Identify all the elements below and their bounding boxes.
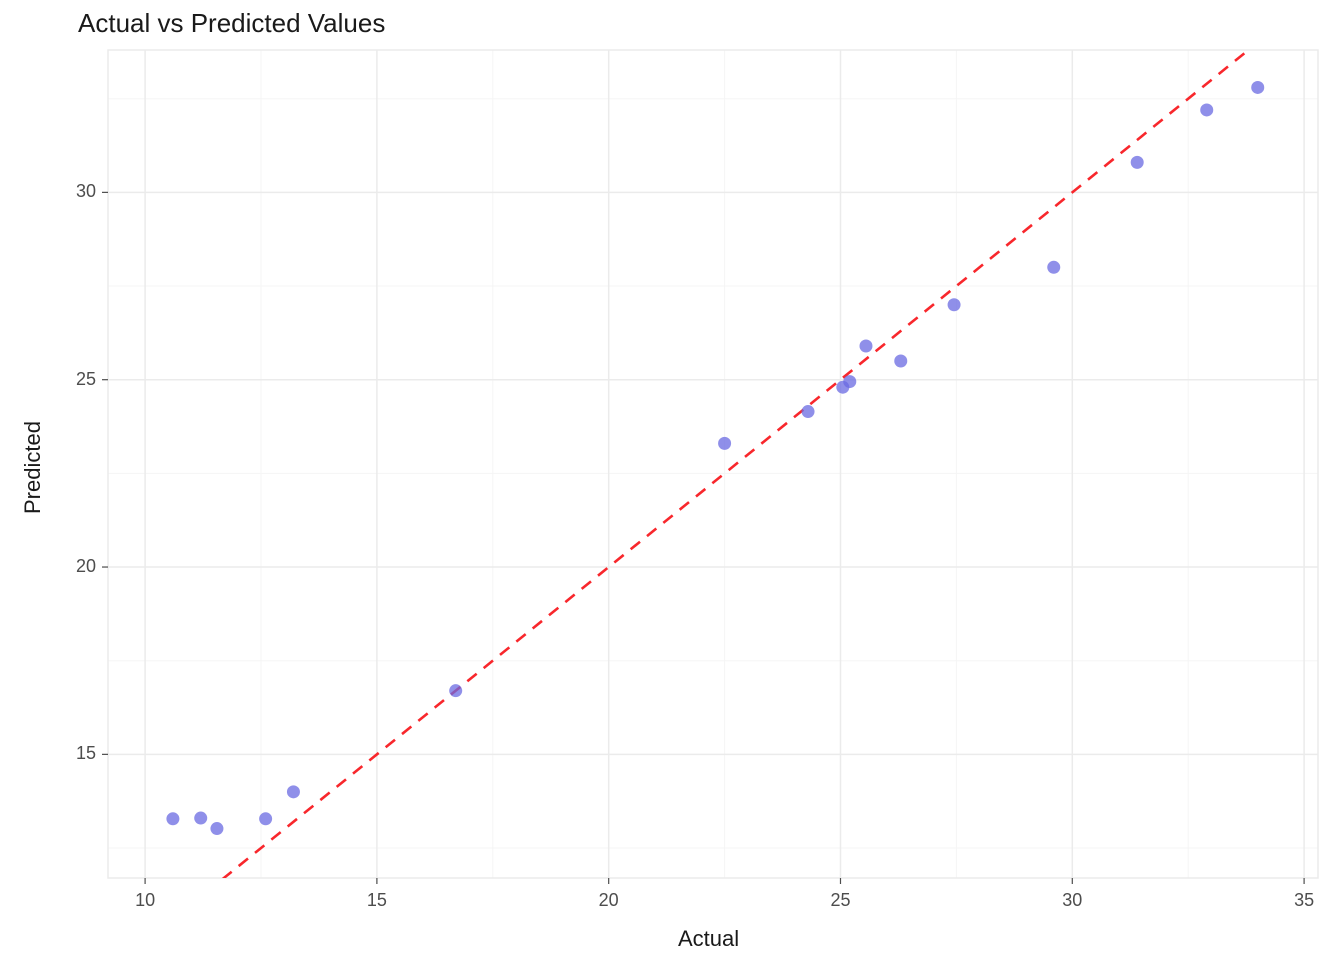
- data-point: [843, 375, 856, 388]
- data-point: [449, 684, 462, 697]
- data-point: [894, 354, 907, 367]
- x-tick-label: 10: [125, 890, 165, 911]
- data-point: [1200, 103, 1213, 116]
- scatter-chart: Actual vs Predicted Values Actual Predic…: [0, 0, 1344, 960]
- data-point: [166, 812, 179, 825]
- data-point: [1131, 156, 1144, 169]
- x-tick-label: 20: [589, 890, 629, 911]
- data-point: [859, 339, 872, 352]
- data-point: [210, 822, 223, 835]
- data-point: [194, 812, 207, 825]
- y-tick-label: 15: [46, 743, 96, 764]
- data-point: [948, 298, 961, 311]
- y-tick-label: 30: [46, 181, 96, 202]
- x-tick-label: 15: [357, 890, 397, 911]
- data-point: [1047, 261, 1060, 274]
- data-point: [1251, 81, 1264, 94]
- x-tick-label: 35: [1284, 890, 1324, 911]
- y-tick-label: 20: [46, 556, 96, 577]
- x-tick-label: 25: [820, 890, 860, 911]
- chart-svg: [0, 0, 1344, 960]
- x-tick-label: 30: [1052, 890, 1092, 911]
- y-tick-label: 25: [46, 369, 96, 390]
- data-point: [259, 812, 272, 825]
- data-point: [802, 405, 815, 418]
- data-point: [718, 437, 731, 450]
- data-point: [287, 785, 300, 798]
